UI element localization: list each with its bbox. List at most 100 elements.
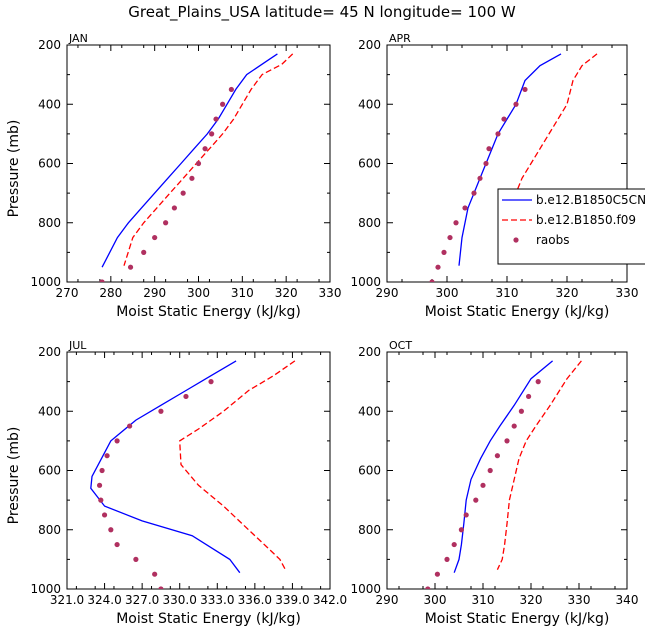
x-tick-label: 330: [616, 286, 639, 300]
series-group: [90, 360, 296, 589]
raobs-point: [435, 264, 441, 270]
series-b1850-f09-line: [123, 53, 294, 266]
x-tick-label: 280: [99, 286, 122, 300]
raobs-point: [463, 512, 469, 518]
x-axis-label: Moist Static Energy (kJ/kg): [425, 304, 610, 320]
x-tick-label: 310: [231, 286, 254, 300]
x-tick-label: 310: [496, 286, 519, 300]
x-tick-label: 300: [187, 286, 210, 300]
panel-apr: APR 290 300 310 320 330 200 400 600 800 1000 Moist …: [350, 32, 638, 320]
raobs-point: [108, 527, 114, 533]
x-tick-label: 327.0: [125, 593, 159, 607]
legend-label: b.e12.B1850.f09: [536, 213, 636, 227]
raobs-point: [504, 438, 510, 444]
plot-frame: [386, 351, 628, 590]
raobs-point: [458, 527, 464, 533]
y-tick-label: 400: [38, 97, 61, 111]
raobs-point: [495, 131, 501, 137]
x-tick-label: 320: [520, 593, 543, 607]
raobs-point: [208, 379, 214, 385]
raobs-point: [444, 556, 450, 562]
x-tick-label: 290: [376, 286, 399, 300]
series-b1850-f09-line: [179, 360, 296, 572]
y-tick-label: 1000: [30, 582, 61, 596]
x-tick-label: 290: [376, 593, 399, 607]
series-group: [425, 360, 582, 589]
x-tick-label: 310: [472, 593, 495, 607]
series-b1850-f09-line: [496, 360, 582, 570]
raobs-point: [127, 423, 133, 429]
raobs-point: [127, 264, 134, 270]
raobs-point: [447, 234, 453, 241]
raobs-point: [99, 279, 105, 282]
raobs-point: [453, 220, 459, 226]
x-tick-label: 330.0: [163, 593, 197, 607]
raobs-point: [473, 497, 479, 503]
panel-jul: JUL 321.0 324.0 327.0 330.0 333.0 336.0 339.0 34…: [6, 339, 347, 627]
raobs-point: [429, 279, 435, 282]
y-tick-label: 400: [38, 404, 61, 418]
raobs-point: [114, 438, 120, 444]
raobs-point: [425, 586, 431, 589]
x-tick-label: 320: [556, 286, 579, 300]
panels: JAN 270 280 290 300 310 320 330 200 400 600 800 1000…: [6, 32, 645, 627]
raobs-point: [480, 482, 486, 488]
raobs-point: [114, 541, 120, 548]
y-tick-label: 200: [358, 38, 381, 52]
panel-label: JUL: [68, 339, 87, 352]
y-tick-label: 400: [358, 404, 381, 418]
series-group: [429, 53, 598, 282]
raobs-point: [202, 146, 208, 152]
raobs-point: [462, 205, 468, 211]
legend-label: raobs: [536, 233, 570, 247]
x-tick-label: 300: [424, 593, 447, 607]
raobs-point: [152, 571, 158, 577]
raobs-point: [171, 205, 177, 211]
legend: b.e12.B1850C5CN b.e12.B1850.f09 raobs: [497, 188, 645, 265]
y-tick-label: 1000: [30, 275, 61, 289]
x-tick-label: 270: [56, 286, 79, 300]
raobs-point: [101, 512, 108, 518]
series-b1850c5cn-line: [453, 360, 554, 573]
y-tick-label: 200: [38, 345, 61, 359]
raobs-point: [441, 249, 447, 255]
y-tick-label: 800: [358, 523, 381, 537]
y-tick-label: 800: [38, 523, 61, 537]
y-tick-label: 400: [358, 97, 381, 111]
y-tick-label: 800: [38, 216, 61, 230]
raobs-point: [99, 467, 105, 474]
figure-title: Great_Plains_USA latitude= 45 N longitud…: [128, 3, 516, 22]
x-tick-label: 339.0: [275, 593, 309, 607]
raobs-point: [501, 116, 507, 122]
x-axis-label: Moist Static Energy (kJ/kg): [425, 611, 610, 627]
x-axis-label: Moist Static Energy (kJ/kg): [116, 611, 301, 627]
raobs-point: [158, 408, 164, 414]
plot-frame: [66, 351, 331, 590]
x-axis-label: Moist Static Energy (kJ/kg): [116, 304, 301, 320]
raobs-point: [183, 393, 189, 400]
raobs-point: [152, 234, 158, 241]
raobs-point: [434, 571, 440, 577]
series-b1850c5cn-line: [90, 360, 241, 574]
x-tick-label: 342.0: [313, 593, 347, 607]
raobs-point: [195, 160, 202, 167]
raobs-point: [526, 393, 532, 400]
series-b1850c5cn-line: [101, 53, 278, 268]
raobs-point: [141, 249, 147, 255]
raobs-point: [494, 453, 500, 459]
x-tick-label: 324.0: [87, 593, 121, 607]
x-tick-label: 300: [436, 286, 459, 300]
y-tick-label: 1000: [350, 275, 381, 289]
y-tick-label: 200: [38, 38, 61, 52]
series-b1850c5cn-line: [458, 53, 562, 266]
y-tick-label: 200: [358, 345, 381, 359]
raobs-point: [104, 453, 110, 459]
panel-label: OCT: [389, 339, 412, 352]
raobs-point: [451, 541, 457, 548]
x-tick-label: 336.0: [238, 593, 272, 607]
raobs-point: [163, 220, 169, 226]
raobs-point: [487, 467, 493, 474]
legend-marker-raobs: [513, 237, 519, 243]
raobs-point: [220, 101, 226, 107]
raobs-point: [158, 586, 164, 589]
